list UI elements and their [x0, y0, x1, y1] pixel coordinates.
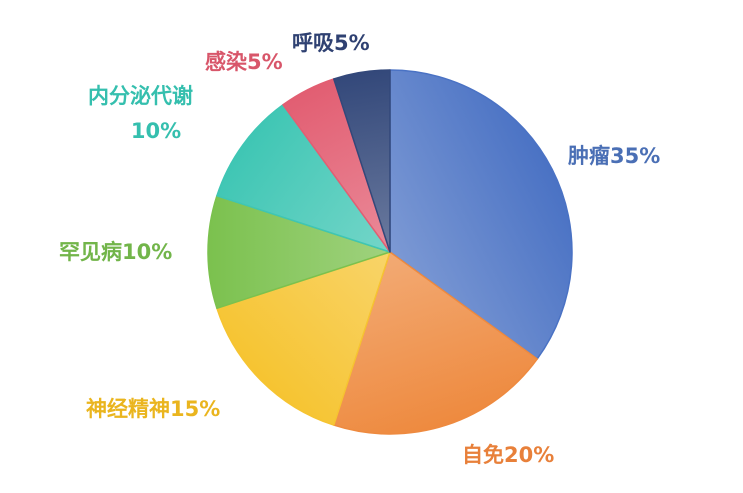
pie-slice-neuro-psych [216, 251, 391, 426]
slice-label-respiratory: 呼吸5% [292, 31, 370, 55]
pie-slice-endocrine [216, 104, 391, 253]
pie-labels: 肿瘤35% 自免20% 神经精神15% 罕见病10% 内分泌代谢 10% 感染5… [59, 31, 660, 467]
slice-label-endocrine-value: 10% [131, 119, 181, 143]
slice-label-tumor: 肿瘤35% [568, 144, 660, 168]
slice-label-rare-disease: 罕见病10% [59, 240, 172, 264]
slice-label-neuro-psych: 神经精神15% [86, 397, 220, 421]
slice-label-autoimmune: 自免20% [462, 443, 554, 467]
pie-slice-autoimmune [333, 251, 538, 435]
slice-label-infection: 感染5% [205, 50, 283, 74]
pie-slice-tumor [389, 69, 573, 360]
pie-slices [207, 69, 573, 435]
pie-slice-respiratory [333, 69, 391, 253]
slice-label-endocrine-name: 内分泌代谢 [88, 84, 193, 108]
pie-slice-rare-disease [207, 195, 391, 309]
